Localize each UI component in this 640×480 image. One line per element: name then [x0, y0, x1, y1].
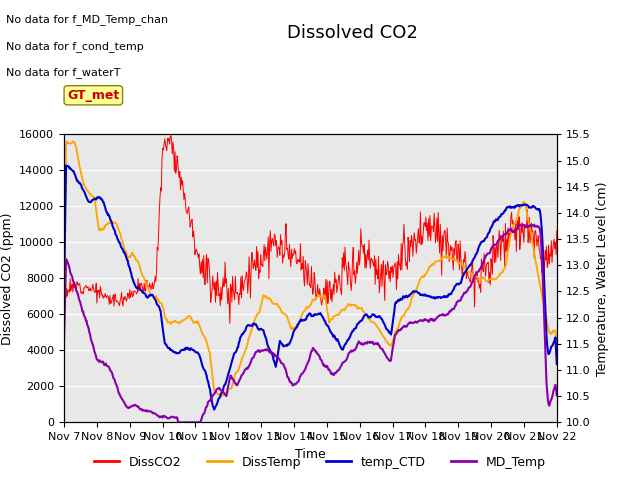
Text: Dissolved CO2: Dissolved CO2 — [287, 24, 417, 42]
DissCO2 — [69, 289, 77, 295]
DissTemp — [69, 139, 77, 144]
temp_CTD — [120, 249, 128, 255]
MD_Temp — [385, 357, 393, 363]
DissCO2 — [170, 168, 178, 174]
DissCO2 — [553, 228, 561, 234]
temp_CTD — [60, 291, 68, 297]
Line: temp_CTD: temp_CTD — [64, 166, 557, 409]
Text: GT_met: GT_met — [67, 89, 120, 102]
DissTemp — [386, 342, 394, 348]
temp_CTD — [211, 407, 218, 412]
Text: No data for f_cond_temp: No data for f_cond_temp — [6, 41, 144, 52]
DissCO2 — [371, 281, 379, 287]
Line: MD_Temp: MD_Temp — [64, 225, 557, 422]
DissTemp — [70, 139, 77, 144]
DissCO2 — [386, 268, 394, 274]
MD_Temp — [60, 339, 68, 345]
DissTemp — [553, 358, 561, 363]
DissCO2 — [120, 295, 127, 300]
Text: No data for f_MD_Temp_chan: No data for f_MD_Temp_chan — [6, 14, 168, 25]
DissCO2 — [60, 288, 68, 294]
temp_CTD — [553, 361, 561, 367]
MD_Temp — [170, 414, 177, 420]
temp_CTD — [62, 163, 70, 168]
Legend: DissCO2, DissTemp, temp_CTD, MD_Temp: DissCO2, DissTemp, temp_CTD, MD_Temp — [89, 451, 551, 474]
DissCO2 — [226, 321, 234, 326]
MD_Temp — [371, 341, 378, 347]
MD_Temp — [553, 393, 561, 398]
DissTemp — [120, 247, 128, 253]
MD_Temp — [120, 398, 127, 404]
Text: No data for f_waterT: No data for f_waterT — [6, 67, 121, 78]
DissTemp — [217, 394, 225, 399]
Line: DissCO2: DissCO2 — [64, 136, 557, 324]
MD_Temp — [196, 420, 204, 425]
DissCO2 — [196, 271, 204, 277]
temp_CTD — [371, 313, 379, 319]
temp_CTD — [170, 349, 178, 355]
temp_CTD — [70, 168, 77, 174]
MD_Temp — [69, 277, 77, 283]
DissTemp — [170, 319, 178, 325]
Y-axis label: Temperature, Water Level (cm): Temperature, Water Level (cm) — [596, 181, 609, 376]
MD_Temp — [527, 222, 534, 228]
X-axis label: Time: Time — [295, 448, 326, 461]
Y-axis label: Dissolved CO2 (ppm): Dissolved CO2 (ppm) — [1, 212, 13, 345]
DissTemp — [371, 321, 379, 326]
DissTemp — [196, 325, 204, 331]
temp_CTD — [196, 355, 204, 361]
DissTemp — [60, 279, 68, 285]
temp_CTD — [386, 330, 394, 336]
MD_Temp — [175, 420, 182, 425]
DissCO2 — [167, 133, 175, 139]
Line: DissTemp: DissTemp — [64, 142, 557, 396]
